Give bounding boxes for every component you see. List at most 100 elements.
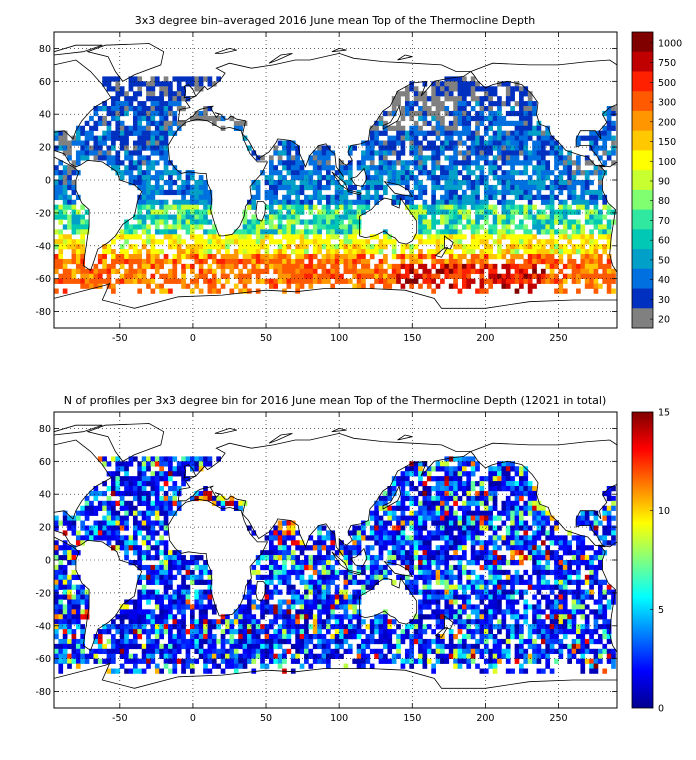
data-cell bbox=[317, 249, 322, 255]
y-tick-label: 60 bbox=[39, 77, 51, 88]
data-cell bbox=[190, 263, 195, 270]
data-cell bbox=[545, 140, 551, 146]
data-cell bbox=[58, 229, 64, 235]
data-cell bbox=[268, 555, 274, 561]
data-cell bbox=[545, 254, 551, 260]
data-cell bbox=[571, 189, 577, 196]
data-cell bbox=[361, 525, 366, 531]
data-cell bbox=[514, 535, 520, 541]
data-cell bbox=[488, 520, 493, 526]
data-cell bbox=[54, 258, 59, 265]
colorbar-tick-label: 500 bbox=[658, 78, 676, 89]
colorbar-segment bbox=[632, 268, 653, 289]
data-cell bbox=[58, 204, 64, 210]
data-cell bbox=[203, 456, 208, 462]
data-cell bbox=[71, 555, 77, 561]
data-cell bbox=[409, 130, 415, 136]
data-cell bbox=[203, 194, 208, 201]
data-cell bbox=[282, 273, 287, 279]
data-cell bbox=[58, 564, 64, 571]
data-cell bbox=[606, 495, 612, 502]
data-cell bbox=[361, 194, 366, 201]
data-cell bbox=[365, 165, 371, 171]
data-cell bbox=[597, 229, 603, 235]
data-cell bbox=[352, 525, 358, 531]
data-cell bbox=[163, 510, 169, 516]
data-cell bbox=[391, 273, 397, 279]
data-cell bbox=[444, 495, 450, 502]
data-cell bbox=[606, 510, 612, 516]
data-cell bbox=[273, 239, 279, 245]
data-cell bbox=[207, 569, 213, 576]
data-cell bbox=[413, 520, 419, 526]
data-cell bbox=[589, 234, 594, 240]
data-cell bbox=[172, 180, 178, 186]
data-cell bbox=[475, 101, 480, 107]
data-cell bbox=[387, 170, 393, 176]
data-cell bbox=[554, 165, 559, 171]
data-cell bbox=[536, 530, 542, 536]
colorbar-segment bbox=[632, 189, 653, 210]
data-cell bbox=[132, 125, 138, 131]
data-cell bbox=[361, 530, 366, 536]
data-cell bbox=[58, 579, 64, 585]
data-cell bbox=[540, 278, 546, 284]
data-cell bbox=[181, 219, 186, 225]
data-cell bbox=[461, 91, 467, 97]
data-cell bbox=[352, 239, 358, 245]
data-cell bbox=[527, 184, 533, 191]
data-cell bbox=[396, 545, 401, 551]
data-cell bbox=[519, 589, 524, 595]
data-cell bbox=[176, 219, 182, 225]
data-cell bbox=[584, 180, 590, 186]
data-cell bbox=[159, 564, 164, 571]
data-cell bbox=[540, 130, 546, 136]
data-cell bbox=[369, 145, 375, 151]
data-cell bbox=[198, 115, 204, 122]
data-cell bbox=[418, 481, 423, 487]
data-cell bbox=[475, 165, 480, 171]
coastline bbox=[434, 246, 449, 258]
data-cell bbox=[325, 209, 331, 215]
data-cell bbox=[457, 214, 463, 220]
data-cell bbox=[233, 273, 239, 279]
data-cell bbox=[75, 278, 81, 284]
data-cell bbox=[277, 555, 283, 561]
data-cell bbox=[536, 273, 542, 279]
data-cell bbox=[418, 555, 423, 561]
data-cell bbox=[273, 530, 279, 536]
data-cell bbox=[589, 263, 594, 270]
data-cell bbox=[488, 254, 493, 260]
data-cell bbox=[93, 278, 99, 284]
data-cell bbox=[505, 204, 511, 210]
data-cell bbox=[58, 584, 64, 590]
data-cell bbox=[602, 249, 608, 255]
data-cell bbox=[273, 574, 279, 581]
data-cell bbox=[111, 115, 116, 122]
data-cell bbox=[128, 535, 134, 541]
data-cell bbox=[128, 175, 134, 181]
data-cell bbox=[466, 125, 472, 131]
data-cell bbox=[413, 535, 419, 541]
data-cell bbox=[154, 125, 160, 131]
data-cell bbox=[558, 150, 564, 156]
data-cell bbox=[505, 505, 511, 511]
data-cell bbox=[554, 574, 559, 581]
data-cell bbox=[347, 184, 353, 191]
data-cell bbox=[584, 170, 590, 176]
data-cell bbox=[168, 574, 173, 581]
data-cell bbox=[334, 199, 340, 205]
data-cell bbox=[523, 115, 529, 122]
data-cell bbox=[268, 574, 274, 581]
data-cell bbox=[435, 135, 441, 141]
data-cell bbox=[119, 170, 125, 176]
data-cell bbox=[426, 471, 432, 477]
data-cell bbox=[545, 229, 551, 235]
colorbar-tick-label: 30 bbox=[658, 295, 670, 306]
data-cell bbox=[190, 560, 195, 566]
data-cell bbox=[470, 584, 476, 590]
data-cell bbox=[343, 263, 349, 270]
data-cell bbox=[365, 239, 371, 245]
data-cell bbox=[514, 500, 520, 507]
data-cell bbox=[558, 214, 564, 220]
